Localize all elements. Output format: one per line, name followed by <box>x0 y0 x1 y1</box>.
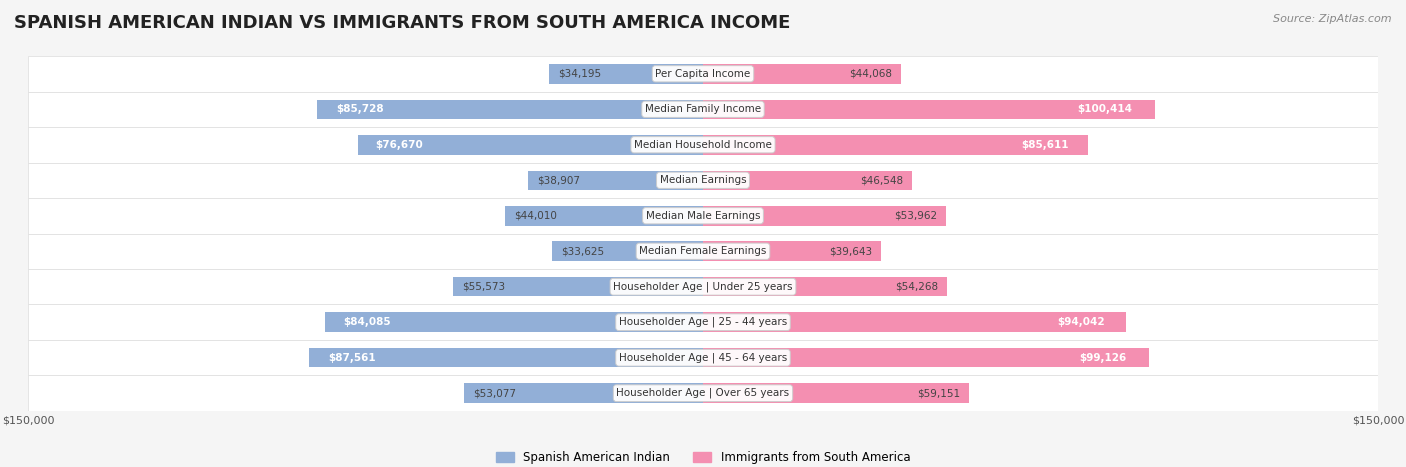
Bar <box>551 241 703 261</box>
Text: $53,962: $53,962 <box>894 211 936 221</box>
Text: $59,151: $59,151 <box>917 388 960 398</box>
Text: Median Female Earnings: Median Female Earnings <box>640 246 766 256</box>
Text: $54,268: $54,268 <box>896 282 938 292</box>
Text: $44,010: $44,010 <box>515 211 557 221</box>
Text: SPANISH AMERICAN INDIAN VS IMMIGRANTS FROM SOUTH AMERICA INCOME: SPANISH AMERICAN INDIAN VS IMMIGRANTS FR… <box>14 14 790 32</box>
Text: $39,643: $39,643 <box>830 246 872 256</box>
FancyBboxPatch shape <box>28 304 1378 340</box>
Bar <box>703 241 882 261</box>
FancyBboxPatch shape <box>28 163 1378 198</box>
Text: $94,042: $94,042 <box>1057 317 1105 327</box>
Text: $100,414: $100,414 <box>1077 104 1132 114</box>
Bar <box>309 348 703 368</box>
Bar <box>359 135 703 155</box>
FancyBboxPatch shape <box>28 198 1378 234</box>
Bar <box>527 170 703 190</box>
Text: $99,126: $99,126 <box>1080 353 1126 363</box>
Bar <box>703 383 969 403</box>
Text: $87,561: $87,561 <box>329 353 377 363</box>
Bar <box>505 206 703 226</box>
Bar <box>703 206 946 226</box>
Text: $84,085: $84,085 <box>343 317 391 327</box>
FancyBboxPatch shape <box>28 92 1378 127</box>
FancyBboxPatch shape <box>28 56 1378 92</box>
Bar <box>453 277 703 297</box>
Bar <box>703 135 1088 155</box>
Text: Householder Age | Under 25 years: Householder Age | Under 25 years <box>613 282 793 292</box>
FancyBboxPatch shape <box>28 340 1378 375</box>
Text: Median Male Earnings: Median Male Earnings <box>645 211 761 221</box>
Bar <box>703 277 948 297</box>
Bar <box>464 383 703 403</box>
Text: Householder Age | 25 - 44 years: Householder Age | 25 - 44 years <box>619 317 787 327</box>
Legend: Spanish American Indian, Immigrants from South America: Spanish American Indian, Immigrants from… <box>491 446 915 467</box>
Bar <box>703 348 1149 368</box>
Text: $85,611: $85,611 <box>1021 140 1069 150</box>
FancyBboxPatch shape <box>28 234 1378 269</box>
Text: Householder Age | 45 - 64 years: Householder Age | 45 - 64 years <box>619 353 787 363</box>
Text: Median Earnings: Median Earnings <box>659 175 747 185</box>
Bar <box>325 312 703 332</box>
FancyBboxPatch shape <box>28 269 1378 304</box>
Text: Householder Age | Over 65 years: Householder Age | Over 65 years <box>616 388 790 398</box>
Text: $85,728: $85,728 <box>336 104 384 114</box>
Bar <box>318 99 703 119</box>
FancyBboxPatch shape <box>28 127 1378 163</box>
Text: $55,573: $55,573 <box>463 282 505 292</box>
Bar <box>703 99 1154 119</box>
Text: $44,068: $44,068 <box>849 69 893 79</box>
Bar <box>703 312 1126 332</box>
Text: $46,548: $46,548 <box>860 175 904 185</box>
Text: $76,670: $76,670 <box>375 140 423 150</box>
Text: $38,907: $38,907 <box>537 175 579 185</box>
Text: $53,077: $53,077 <box>474 388 516 398</box>
Text: $33,625: $33,625 <box>561 246 603 256</box>
Text: Per Capita Income: Per Capita Income <box>655 69 751 79</box>
Bar <box>550 64 703 84</box>
Text: Median Family Income: Median Family Income <box>645 104 761 114</box>
Text: $34,195: $34,195 <box>558 69 602 79</box>
Text: Median Household Income: Median Household Income <box>634 140 772 150</box>
FancyBboxPatch shape <box>28 375 1378 411</box>
Bar <box>703 170 912 190</box>
Bar <box>703 64 901 84</box>
Text: Source: ZipAtlas.com: Source: ZipAtlas.com <box>1274 14 1392 24</box>
